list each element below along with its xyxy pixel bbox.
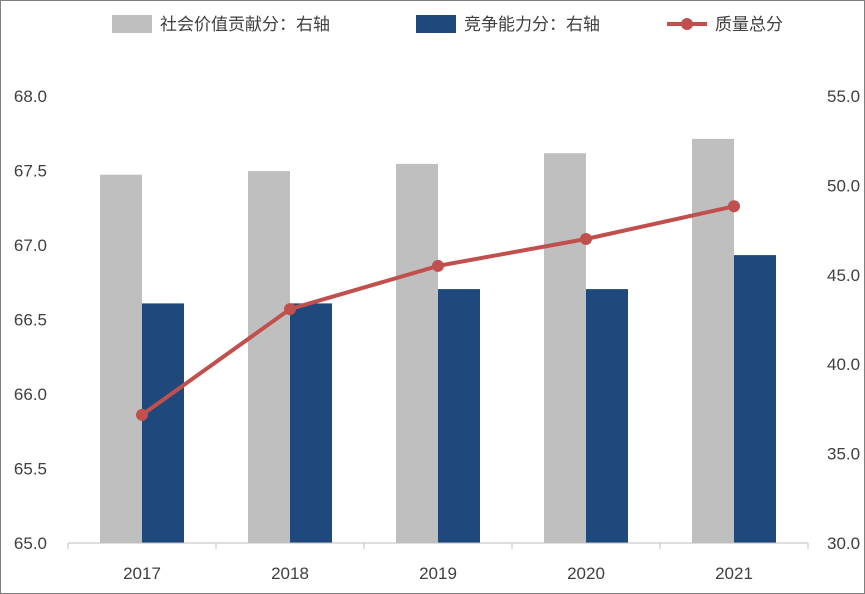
- quality-total-point-2018: [284, 303, 296, 316]
- bar-series: [100, 138, 776, 543]
- right-tick-label: 40.0: [827, 355, 860, 374]
- left-tick-label: 66.0: [14, 385, 47, 404]
- line-series: [136, 200, 740, 421]
- x-tick-label-2021: 2021: [715, 564, 753, 583]
- bar-competitiveness-2018: [290, 303, 332, 543]
- x-tick-label-2020: 2020: [567, 564, 605, 583]
- legend-label-2: 质量总分: [715, 15, 783, 35]
- bar-social-value-2018: [248, 171, 290, 543]
- legend-label-0: 社会价值贡献分：右轴: [160, 15, 330, 35]
- legend-label-1: 竞争能力分：右轴: [464, 15, 600, 35]
- left-tick-label: 67.5: [14, 162, 47, 181]
- left-tick-label: 66.5: [14, 311, 47, 330]
- right-tick-label: 30.0: [827, 534, 860, 553]
- bar-social-value-2021: [692, 138, 734, 543]
- right-tick-label: 35.0: [827, 445, 860, 464]
- bar-competitiveness-2020: [586, 289, 628, 543]
- right-tick-label: 45.0: [827, 266, 860, 285]
- legend-swatch-0: [112, 15, 152, 33]
- quality-total-point-2021: [728, 200, 740, 213]
- left-tick-label: 67.0: [14, 236, 47, 255]
- x-tick-label-2017: 2017: [123, 564, 161, 583]
- bar-social-value-2017: [100, 174, 142, 543]
- left-tick-label: 65.5: [14, 460, 47, 479]
- x-tick-label-2019: 2019: [419, 564, 457, 583]
- bar-social-value-2019: [396, 163, 438, 543]
- legend: 社会价值贡献分：右轴 竞争能力分：右轴 质量总分: [112, 15, 783, 35]
- bar-social-value-2020: [544, 153, 586, 543]
- right-tick-label: 55.0: [827, 87, 860, 106]
- x-tick-label-2018: 2018: [271, 564, 309, 583]
- right-tick-label: 50.0: [827, 176, 860, 195]
- quality-total-point-2020: [580, 233, 592, 245]
- left-tick-label: 68.0: [14, 87, 47, 106]
- axes: 2017 2018 2019 2020 2021 65.0 65.5 66.0 66.5 67.0…: [14, 87, 860, 583]
- bar-competitiveness-2017: [142, 303, 184, 543]
- legend-swatch-1: [416, 15, 456, 33]
- left-tick-label: 65.0: [14, 534, 47, 553]
- legend-marker: [681, 18, 693, 30]
- bar-competitiveness-2021: [734, 255, 776, 543]
- quality-total-point-2019: [432, 259, 444, 272]
- bar-competitiveness-2019: [438, 289, 480, 543]
- quality-total-point-2017: [136, 408, 148, 421]
